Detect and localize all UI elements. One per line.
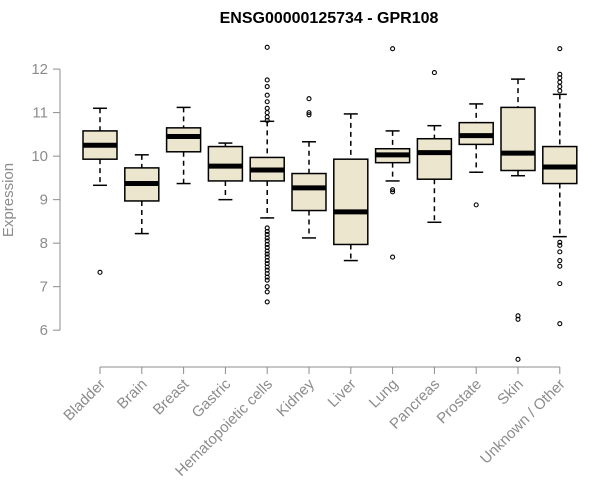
outlier-point [306,112,312,118]
iqr-box [416,137,453,180]
outlier-point [557,239,563,245]
iqr-box [291,172,327,212]
iqr-box [333,158,369,246]
outlier-point [557,249,563,255]
outlier-point [97,269,103,275]
x-tick-label: Lung [366,376,402,412]
outlier-point [557,242,563,248]
outlier-point [557,46,563,52]
outlier-point [264,117,270,124]
box-kidney [291,96,327,239]
x-tick-label: Brain [114,376,151,413]
outlier-point [264,92,270,98]
y-tick-label: 9 [40,192,48,209]
outlier-point [515,356,521,362]
outlier-point [390,254,396,260]
outlier-point [264,228,270,234]
outlier-point [264,99,270,105]
box-breast [165,106,202,185]
outlier-point [264,110,270,116]
iqr-box [165,127,202,153]
outlier-point [264,248,270,254]
outlier-point [557,83,563,90]
outlier-point [557,88,563,94]
outlier-point [264,274,270,280]
y-tick-label: 11 [32,105,48,122]
outlier-point [264,241,270,248]
outlier-point [306,96,312,102]
outlier-point [264,44,270,50]
x-tick-label: Breast [150,375,193,418]
box-prostate [458,103,494,208]
iqr-box [500,106,536,172]
box-skin [500,78,536,362]
x-tick-label: Liver [325,376,360,411]
chart-title: ENSG00000125734 - GPR108 [220,10,439,27]
outlier-point [390,189,396,195]
outlier-point [264,77,270,83]
y-tick-label: 12 [31,61,48,78]
x-tick-label: Kidney [273,375,318,420]
y-tick-label: 6 [40,322,48,339]
outlier-point [557,79,563,85]
x-tick-label: Skin [494,376,527,409]
outlier-point [264,83,270,90]
outlier-point [264,258,270,264]
outlier-point [264,264,270,270]
x-tick-label: Bladder [60,376,109,425]
outlier-point [264,284,270,290]
box-hematopoietic-cells [249,44,285,305]
outlier-point [390,187,396,193]
outlier-point [264,277,270,283]
outlier-point [557,258,563,264]
boxes-group [82,44,578,362]
outlier-point [557,263,563,269]
box-bladder [82,107,118,275]
y-tick-label: 7 [40,279,48,296]
x-tick-label: Prostate [433,376,485,428]
box-unknown-other [542,46,578,327]
outlier-point [264,299,270,305]
outlier-point [306,110,312,116]
box-lung [374,46,411,260]
outlier-point [431,70,437,76]
outlier-point [390,46,396,52]
box-liver [333,113,369,262]
outlier-point [557,321,563,327]
y-axis: 6 7 8 9 10 11 12 [31,61,61,339]
outlier-point [264,105,270,111]
outlier-point [264,235,270,241]
outlier-point [515,316,521,322]
outlier-point [264,289,270,295]
outlier-point [473,202,479,208]
box-gastric [207,142,244,201]
y-tick-label: 10 [31,148,48,165]
box-pancreas [416,70,453,224]
box-brain [124,154,160,235]
y-tick-label: 8 [40,235,48,252]
y-axis-label: Expression [0,163,17,237]
outlier-point [557,281,563,287]
outlier-point [264,251,270,257]
